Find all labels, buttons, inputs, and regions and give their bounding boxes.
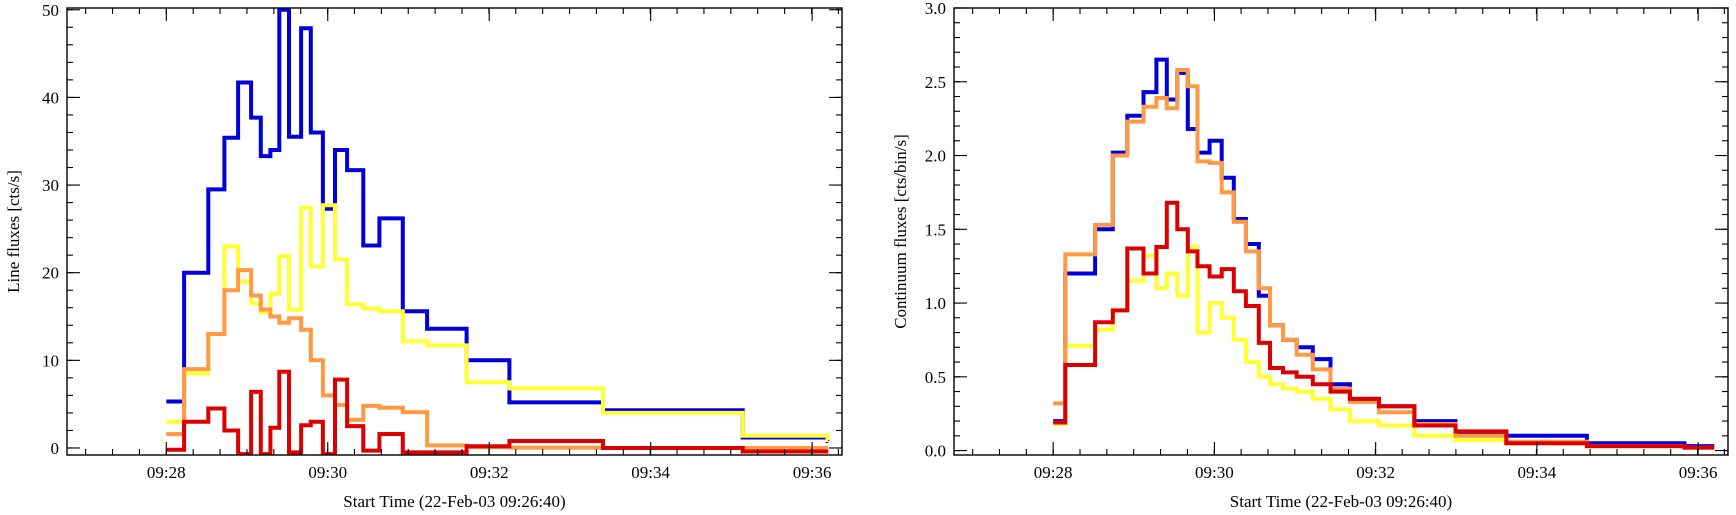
plot-frame xyxy=(953,7,1729,456)
x-tick-label: 09:32 xyxy=(470,463,509,482)
x-tick-label: 09:36 xyxy=(793,463,832,482)
y-tick-label: 0.5 xyxy=(925,368,946,387)
x-axis-title: Start Time (22-Feb-03 09:26:40) xyxy=(343,492,565,511)
x-tick-label: 09:34 xyxy=(631,463,670,482)
y-tick-label: 3.0 xyxy=(925,0,946,18)
x-tick-label: 09:28 xyxy=(1034,463,1073,482)
series-line-0 xyxy=(166,8,830,443)
series-line-0 xyxy=(1053,57,1715,449)
y-tick-label: 10 xyxy=(42,351,59,370)
x-axis-title: Start Time (22-Feb-03 09:26:40) xyxy=(1230,492,1452,511)
x-tick-label: 09:32 xyxy=(1356,463,1395,482)
series-line-3 xyxy=(1053,200,1715,450)
y-tick-label: 0 xyxy=(51,439,60,458)
y-tick-label: 2.0 xyxy=(925,147,946,166)
y-tick-label: 2.5 xyxy=(925,73,946,92)
y-tick-label: 30 xyxy=(42,176,59,195)
series-line-1 xyxy=(1053,245,1715,450)
x-tick-label: 09:36 xyxy=(1679,463,1718,482)
series-line-3 xyxy=(166,369,829,455)
series-line-2 xyxy=(1053,68,1715,450)
line-fluxes-panel: 09:28 09:30 09:32 09:34 09:36 0 10 20 30 40 50 Star… xyxy=(4,1,843,511)
y-tick-label: 0.0 xyxy=(925,442,946,461)
y-tick-label: 50 xyxy=(42,1,59,20)
continuum-fluxes-panel: 09:28 09:30 09:32 09:34 09:36 0.0 0.5 1.0 1.5 2.0… xyxy=(891,0,1729,511)
y-axis-title: Continuum fluxes [cts/bin/s] xyxy=(891,134,910,329)
y-tick-label: 1.5 xyxy=(925,220,946,239)
x-tick-label: 09:28 xyxy=(147,463,186,482)
plot-frame xyxy=(66,7,843,456)
y-axis-title: Line fluxes [cts/s] xyxy=(4,170,23,293)
y-tick-label: 20 xyxy=(42,264,59,283)
x-tick-label: 09:30 xyxy=(308,463,347,482)
series-line-1 xyxy=(166,203,830,443)
x-tick-label: 09:30 xyxy=(1195,463,1234,482)
x-tick-label: 09:34 xyxy=(1518,463,1557,482)
y-tick-label: 40 xyxy=(42,88,59,107)
y-tick-label: 1.0 xyxy=(925,294,946,313)
